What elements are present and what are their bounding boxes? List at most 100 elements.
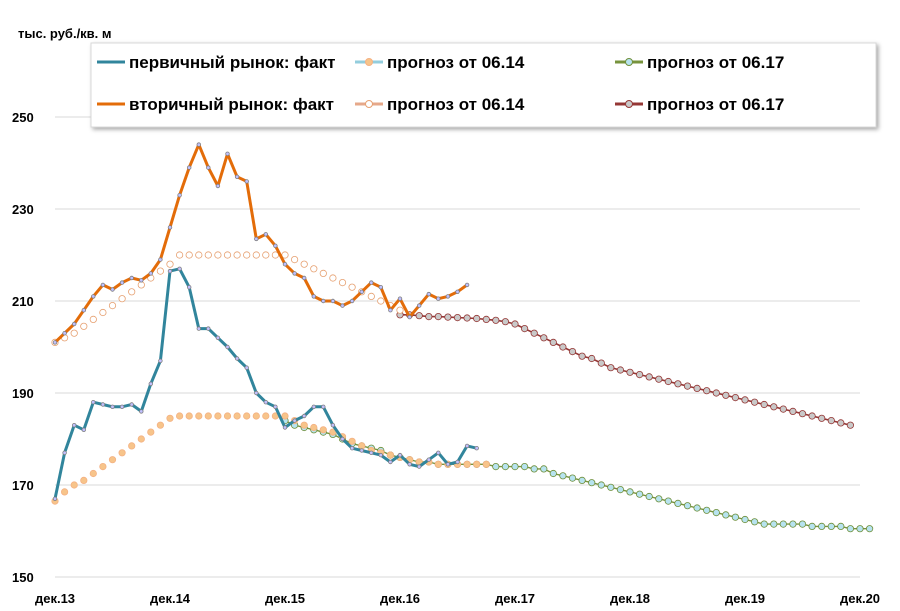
data-point: [645, 492, 653, 501]
data-point: [827, 416, 835, 425]
x-tick-label: дек.18: [610, 591, 650, 606]
data-point: [348, 437, 356, 445]
data-point: [492, 462, 500, 471]
data-point: [330, 423, 336, 428]
series-line: [53, 143, 468, 344]
data-point: [369, 280, 374, 285]
data-point: [139, 409, 144, 414]
data-point: [156, 267, 164, 275]
data-point: [91, 400, 96, 405]
data-point: [60, 488, 69, 496]
data-point: [445, 462, 451, 467]
data-point: [349, 298, 355, 304]
data-point: [369, 450, 374, 455]
data-point: [436, 296, 441, 301]
data-point: [292, 418, 297, 423]
legend-entry: прогноз от 06.14: [355, 95, 525, 114]
data-point: [329, 274, 337, 282]
series-3: [52, 142, 470, 345]
data-point: [568, 474, 577, 482]
data-point: [540, 465, 548, 473]
data-point: [865, 525, 874, 533]
data-point: [71, 321, 77, 327]
data-point: [263, 232, 268, 237]
data-point: [597, 481, 605, 489]
data-point: [750, 398, 759, 406]
data-point: [455, 459, 460, 465]
data-point: [128, 442, 136, 450]
data-point: [223, 251, 232, 259]
data-point: [185, 251, 193, 259]
data-point: [186, 165, 192, 170]
data-point: [195, 412, 203, 420]
legend-label: прогноз от 06.17: [647, 95, 784, 114]
data-point: [273, 404, 278, 409]
data-point: [137, 281, 145, 289]
data-point: [302, 413, 307, 419]
data-point: [319, 269, 327, 277]
data-point: [846, 421, 855, 429]
data-point: [282, 425, 288, 430]
legend-label: прогноз от 06.17: [647, 53, 784, 72]
legend-swatch-marker: [365, 58, 373, 66]
data-point: [234, 174, 240, 179]
data-point: [99, 308, 107, 317]
x-tick-label: дек.20: [840, 591, 880, 606]
data-point: [225, 344, 230, 350]
data-point: [407, 314, 412, 320]
data-point: [712, 508, 720, 517]
data-point: [607, 483, 615, 491]
data-point: [464, 282, 470, 288]
data-point: [89, 469, 97, 478]
data-point: [206, 326, 211, 331]
legend-label: прогноз от 06.14: [387, 95, 525, 114]
data-point: [62, 450, 67, 455]
data-point: [244, 179, 249, 184]
data-point: [100, 282, 106, 288]
data-point: [712, 389, 720, 397]
data-point: [348, 283, 356, 291]
y-tick-label: 230: [12, 202, 34, 217]
data-point: [196, 142, 201, 147]
data-point: [129, 275, 134, 281]
data-point: [837, 419, 845, 427]
data-point: [417, 303, 422, 308]
data-point: [501, 318, 509, 326]
data-point: [377, 297, 385, 305]
data-point: [445, 294, 451, 299]
data-point: [426, 291, 431, 297]
data-point: [808, 522, 816, 531]
data-point: [252, 412, 260, 420]
series-line: [53, 267, 478, 500]
data-point: [118, 449, 126, 457]
data-point: [108, 456, 117, 464]
legend-entry: прогноз от 06.17: [615, 95, 784, 114]
data-point: [244, 365, 249, 370]
data-point: [731, 393, 740, 402]
data-point: [148, 381, 153, 386]
data-point: [359, 289, 364, 294]
data-point: [204, 412, 212, 420]
legend-box: [90, 42, 877, 128]
data-point: [818, 522, 826, 531]
data-point: [846, 525, 855, 533]
data-point: [626, 488, 634, 496]
data-point: [818, 414, 826, 422]
data-point: [349, 446, 355, 451]
data-point: [693, 504, 701, 512]
data-point: [330, 298, 336, 304]
series-2: [281, 416, 874, 533]
data-point: [434, 312, 442, 321]
data-point: [425, 312, 433, 321]
data-point: [407, 462, 412, 467]
data-point: [444, 313, 452, 321]
data-point: [798, 410, 807, 418]
data-point: [674, 380, 682, 388]
data-point: [176, 412, 184, 420]
data-point: [223, 412, 232, 420]
data-point: [204, 251, 212, 259]
data-point: [108, 301, 117, 310]
data-point: [338, 278, 347, 287]
data-point: [511, 462, 519, 471]
